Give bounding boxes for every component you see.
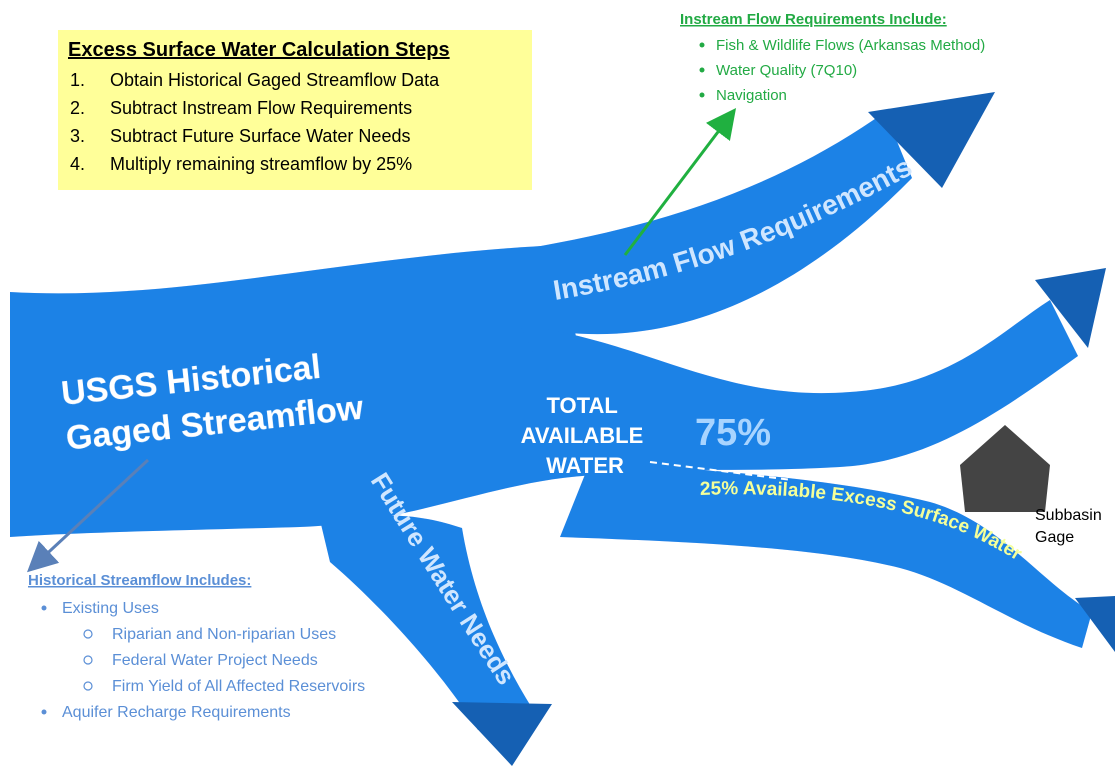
step-number: 3.	[70, 126, 85, 146]
steps-title: Excess Surface Water Calculation Steps	[68, 39, 450, 61]
step-number: 2.	[70, 98, 85, 118]
total-line: WATER	[546, 453, 624, 478]
total-line: TOTAL	[546, 393, 617, 418]
sub-bullet	[84, 656, 92, 664]
bullet	[700, 43, 705, 48]
instream-item: Fish & Wildlife Flows (Arkansas Method)	[716, 37, 985, 54]
gage-label: Subbasin Gage	[1035, 507, 1106, 546]
step-text: Subtract Future Surface Water Needs	[110, 126, 410, 146]
gage-line: Subbasin	[1035, 507, 1102, 524]
historical-list: Existing Uses Riparian and Non-riparian U…	[42, 600, 366, 721]
step-number: 1.	[70, 70, 85, 90]
historical-item: Existing Uses	[62, 600, 159, 617]
bullet	[42, 606, 47, 611]
historical-item: Aquifer Recharge Requirements	[62, 704, 291, 721]
instream-list: Fish & Wildlife Flows (Arkansas Method) W…	[700, 37, 986, 104]
total-line: AVAILABLE	[521, 423, 644, 448]
bullet	[700, 93, 705, 98]
step-text: Subtract Instream Flow Requirements	[110, 98, 412, 118]
instream-item: Navigation	[716, 87, 787, 104]
historical-title: Historical Streamflow Includes:	[28, 572, 251, 589]
sub-bullet	[84, 630, 92, 638]
instream-item: Water Quality (7Q10)	[716, 62, 857, 79]
bullet	[42, 710, 47, 715]
sub-bullet	[84, 682, 92, 690]
step-text: Obtain Historical Gaged Streamflow Data	[110, 70, 440, 90]
gage-line: Gage	[1035, 529, 1074, 546]
diagram: USGS Historical Gaged Streamflow Instrea…	[0, 0, 1119, 772]
percent-label: 75%	[695, 412, 771, 454]
step-number: 4.	[70, 154, 85, 174]
subbasin-gage-icon	[960, 425, 1050, 512]
historical-subitem: Federal Water Project Needs	[112, 652, 318, 669]
historical-subitem: Firm Yield of All Affected Reservoirs	[112, 678, 365, 695]
step-text: Multiply remaining streamflow by 25%	[110, 154, 412, 174]
bullet	[700, 68, 705, 73]
instream-title: Instream Flow Requirements Include:	[680, 11, 947, 28]
historical-subitem: Riparian and Non-riparian Uses	[112, 626, 336, 643]
